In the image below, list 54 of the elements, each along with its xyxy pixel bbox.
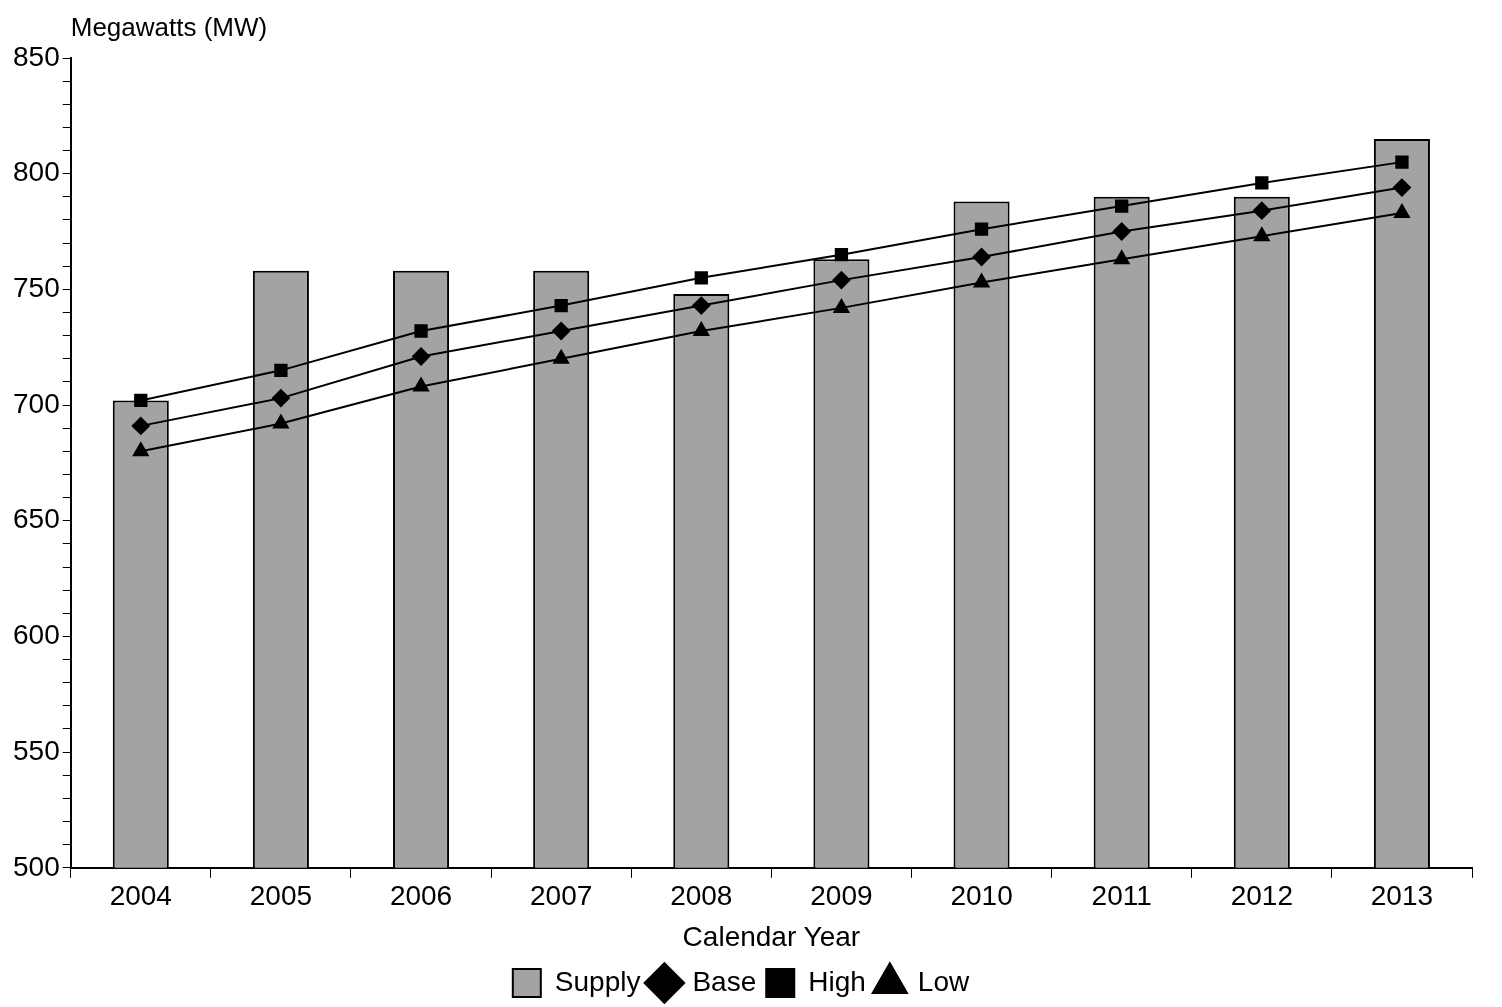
x-tick-label: 2009 (810, 880, 873, 912)
x-tick-label: 2012 (1230, 880, 1293, 912)
x-tick-label: 2010 (950, 880, 1013, 912)
point (413, 377, 429, 392)
y-tick-label: 650 (13, 503, 60, 535)
point (1253, 227, 1270, 242)
point (832, 271, 851, 290)
point (1113, 250, 1130, 265)
y-axis-title: Megawatts (MW) (70, 12, 268, 43)
x-tick-label: 2007 (530, 880, 593, 912)
x-tick-label: 2005 (249, 880, 313, 912)
point (694, 271, 708, 285)
point (414, 324, 428, 338)
y-tick-label: 850 (13, 40, 60, 72)
point (134, 393, 148, 408)
point (834, 248, 849, 262)
point (833, 298, 850, 313)
point (412, 347, 431, 366)
point (554, 298, 568, 313)
point (972, 247, 991, 266)
legend-label: Supply (554, 965, 641, 997)
x-tick-label: 2011 (1091, 880, 1152, 912)
x-tick-label: 2004 (109, 880, 172, 912)
point (1395, 155, 1409, 169)
point (552, 322, 571, 341)
y-tick-label: 550 (13, 734, 60, 766)
point (553, 349, 570, 364)
legend-label: High (808, 965, 866, 997)
x-tick-label: 2006 (389, 880, 453, 912)
y-tick-label: 800 (13, 156, 60, 188)
point (1392, 178, 1411, 197)
point (274, 363, 288, 378)
point (1252, 201, 1271, 220)
point (1115, 199, 1129, 213)
point (131, 416, 150, 435)
y-tick-label: 700 (13, 387, 60, 419)
y-tick-label: 500 (13, 850, 60, 882)
point (974, 222, 989, 236)
point (1112, 222, 1131, 241)
legend-label: Low (917, 965, 970, 997)
legend-label: Base (692, 965, 757, 997)
point (271, 389, 290, 408)
x-axis-title: Calendar Year (682, 920, 861, 952)
point (272, 414, 289, 429)
y-tick-label: 750 (13, 272, 60, 304)
point (973, 273, 990, 288)
point (693, 322, 710, 337)
point (1394, 204, 1410, 219)
x-tick-label: 2008 (670, 880, 733, 912)
point (132, 442, 149, 457)
y-tick-label: 600 (13, 619, 60, 651)
point (1255, 176, 1269, 190)
point (692, 296, 711, 315)
x-tick-label: 2013 (1370, 880, 1434, 912)
